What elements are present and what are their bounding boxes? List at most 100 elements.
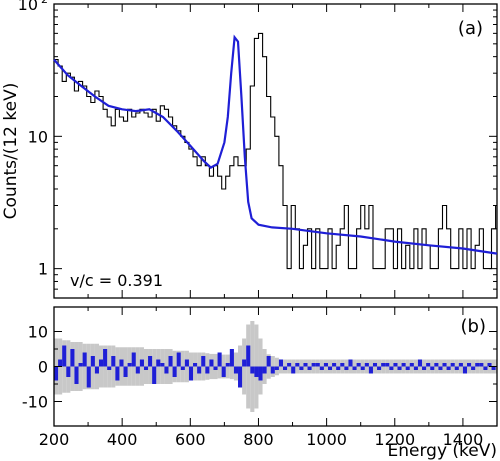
residual-bar bbox=[422, 366, 427, 370]
histogram-steps bbox=[54, 32, 497, 270]
residual-bar bbox=[389, 366, 394, 370]
residual-bar bbox=[103, 349, 108, 367]
residual-bar bbox=[368, 366, 373, 374]
residual-bar bbox=[393, 363, 398, 367]
residual-bar bbox=[385, 363, 390, 367]
residual-bar bbox=[156, 359, 161, 367]
residual-bar bbox=[131, 352, 136, 367]
x-tick-label: 200 bbox=[39, 430, 70, 449]
residual-bar bbox=[262, 366, 267, 374]
residual-bar bbox=[332, 363, 337, 367]
residual-bar bbox=[475, 363, 480, 367]
residual-bar bbox=[238, 366, 243, 388]
panel-b-label: (b) bbox=[461, 316, 486, 337]
residual-bar bbox=[188, 366, 194, 381]
residual-bar bbox=[483, 366, 488, 370]
residual-bar bbox=[66, 366, 71, 377]
residual-bar bbox=[58, 359, 63, 367]
residual-bar bbox=[274, 366, 279, 370]
residual-bar bbox=[323, 363, 328, 367]
residual-bar bbox=[193, 363, 198, 367]
y-tick-exponent: 2 bbox=[41, 0, 48, 6]
residual-bar bbox=[397, 366, 402, 370]
residual-bar bbox=[205, 366, 210, 374]
residual-bar bbox=[62, 345, 67, 367]
residual-bar bbox=[364, 363, 369, 367]
velocity-annotation: v/c = 0.391 bbox=[70, 271, 163, 290]
top-panel: 110102 (a) v/c = 0.391 Counts/(12 keV) bbox=[1, 0, 498, 299]
bottom-panel-axes: -10 0 10 200 400 600 800 1000 1200 1400 bbox=[22, 307, 498, 449]
residual-bar bbox=[413, 366, 418, 370]
residual-bar bbox=[307, 366, 312, 370]
fit-line bbox=[53, 34, 498, 255]
residual-bar bbox=[287, 363, 292, 367]
resid-y-tick-label: 10 bbox=[28, 323, 48, 342]
residual-bar bbox=[54, 366, 59, 381]
residual-bar bbox=[381, 363, 386, 367]
residual-bar bbox=[352, 366, 357, 370]
residual-bar bbox=[229, 349, 234, 367]
residual-bar bbox=[184, 359, 189, 367]
residual-bar bbox=[311, 363, 316, 367]
residual-bar bbox=[115, 366, 120, 381]
bottom-panel: -10 0 10 200 400 600 800 1000 1200 1400 (b) Energ… bbox=[22, 306, 498, 461]
residual-bar bbox=[242, 359, 247, 367]
residual-bar bbox=[127, 363, 132, 367]
y-tick-label: 10 bbox=[18, 0, 38, 14]
residual-bar bbox=[90, 356, 95, 367]
residual-bar bbox=[148, 356, 153, 367]
residual-bar bbox=[172, 366, 177, 377]
residual-bar bbox=[74, 366, 79, 384]
x-tick-label: 1400 bbox=[443, 430, 484, 449]
residual-bar bbox=[94, 366, 99, 374]
residual-bar bbox=[233, 366, 239, 374]
top-panel-axes: 110102 bbox=[18, 0, 498, 299]
residual-bar bbox=[180, 366, 185, 370]
x-tick-label: 1200 bbox=[374, 430, 415, 449]
residual-bar bbox=[471, 366, 476, 370]
residual-bar bbox=[446, 366, 451, 370]
residual-bar bbox=[401, 363, 406, 367]
residual-bar bbox=[143, 366, 149, 370]
residual-bar bbox=[119, 359, 124, 367]
residual-bar bbox=[168, 356, 173, 367]
residual-bar bbox=[139, 359, 144, 367]
residual-bar bbox=[372, 363, 378, 367]
y-axis-label: Counts/(12 keV) bbox=[1, 83, 21, 220]
residual-bar bbox=[217, 352, 222, 367]
residual-bar bbox=[295, 363, 300, 367]
residual-bar bbox=[82, 352, 87, 367]
residual-bar bbox=[111, 356, 116, 367]
residual-bar bbox=[340, 363, 345, 367]
residual-bar bbox=[303, 363, 308, 367]
residual-bar bbox=[266, 356, 271, 367]
residual-bar bbox=[479, 363, 484, 367]
residual-bar bbox=[152, 366, 157, 384]
residual-bar bbox=[254, 366, 259, 377]
residual-bar bbox=[356, 363, 361, 367]
residual-bar bbox=[491, 366, 496, 370]
x-tick-label: 600 bbox=[175, 430, 206, 449]
residual-bar bbox=[135, 366, 140, 374]
residual-bar bbox=[417, 359, 423, 367]
x-tick-label: 800 bbox=[243, 430, 274, 449]
residual-bar bbox=[225, 363, 230, 367]
residual-bar bbox=[438, 366, 443, 370]
residual-bar bbox=[336, 366, 341, 370]
y-tick-label: 1 bbox=[38, 260, 48, 279]
data-histogram bbox=[54, 32, 497, 270]
residual-bar bbox=[107, 366, 112, 370]
residual-bar bbox=[360, 366, 365, 370]
residual-bar bbox=[426, 363, 431, 367]
residual-bar bbox=[434, 363, 439, 367]
residual-bar bbox=[258, 366, 263, 381]
x-tick-label: 400 bbox=[107, 430, 138, 449]
residual-bar bbox=[278, 359, 283, 367]
residual-bar bbox=[70, 349, 75, 367]
residual-bar bbox=[213, 366, 218, 370]
residual-bar bbox=[450, 363, 455, 367]
residual-bar bbox=[209, 359, 214, 367]
residual-bar bbox=[442, 363, 447, 367]
x-axis-label: Energy (keV) bbox=[387, 441, 497, 461]
